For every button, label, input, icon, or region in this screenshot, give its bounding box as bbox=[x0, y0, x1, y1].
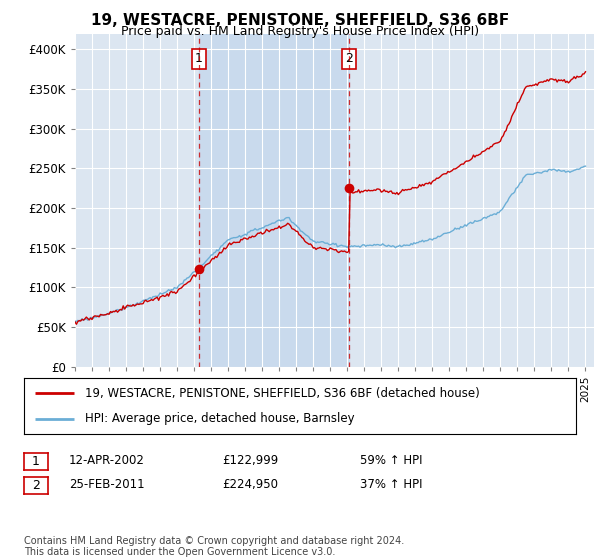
Text: 19, WESTACRE, PENISTONE, SHEFFIELD, S36 6BF (detached house): 19, WESTACRE, PENISTONE, SHEFFIELD, S36 … bbox=[85, 386, 479, 400]
Text: HPI: Average price, detached house, Barnsley: HPI: Average price, detached house, Barn… bbox=[85, 412, 355, 426]
Text: Price paid vs. HM Land Registry's House Price Index (HPI): Price paid vs. HM Land Registry's House … bbox=[121, 25, 479, 38]
Bar bbox=[199, 34, 349, 367]
Text: 25-FEB-2011: 25-FEB-2011 bbox=[69, 478, 145, 491]
Text: 2: 2 bbox=[346, 53, 353, 66]
Text: 12-APR-2002: 12-APR-2002 bbox=[69, 454, 145, 467]
Text: £224,950: £224,950 bbox=[222, 478, 278, 491]
Text: £122,999: £122,999 bbox=[222, 454, 278, 467]
Text: Contains HM Land Registry data © Crown copyright and database right 2024.
This d: Contains HM Land Registry data © Crown c… bbox=[24, 535, 404, 557]
Text: 2: 2 bbox=[32, 479, 40, 492]
Text: 59% ↑ HPI: 59% ↑ HPI bbox=[360, 454, 422, 467]
Text: 1: 1 bbox=[32, 455, 40, 468]
Text: 1: 1 bbox=[195, 53, 203, 66]
Text: 37% ↑ HPI: 37% ↑ HPI bbox=[360, 478, 422, 491]
Text: 19, WESTACRE, PENISTONE, SHEFFIELD, S36 6BF: 19, WESTACRE, PENISTONE, SHEFFIELD, S36 … bbox=[91, 13, 509, 29]
